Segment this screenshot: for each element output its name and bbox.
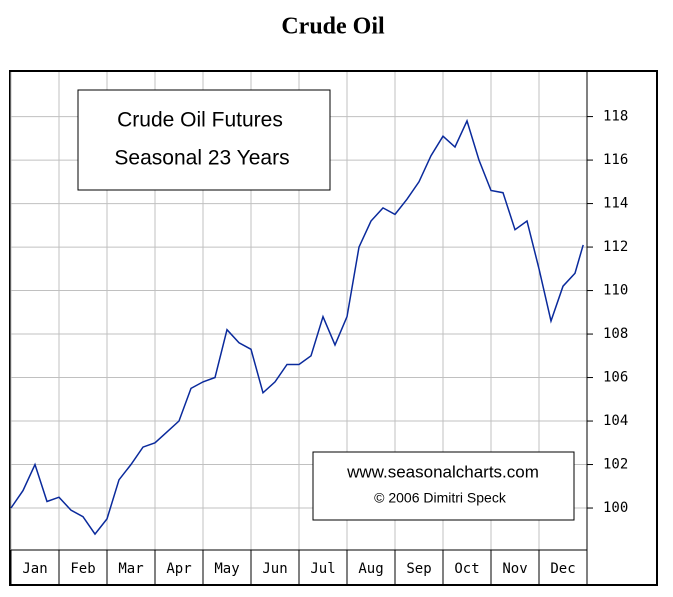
x-tick-label: Nov <box>502 561 527 577</box>
annotation: © 2006 Dimitri Speck <box>374 490 507 506</box>
y-tick-label: 118 <box>603 109 628 125</box>
chart-title: Crude Oil <box>281 14 385 40</box>
x-tick-label: Feb <box>70 561 95 577</box>
y-tick-label: 110 <box>603 283 628 299</box>
annotation-box <box>77 89 331 191</box>
y-tick-label: 102 <box>603 457 628 473</box>
x-tick-label: Sep <box>406 561 431 577</box>
y-tick-label: 104 <box>603 413 628 429</box>
y-tick-label: 112 <box>603 239 628 255</box>
y-tick-label: 108 <box>603 326 628 342</box>
x-tick-label: Jul <box>310 561 335 577</box>
x-tick-label: Apr <box>166 561 191 577</box>
credit-box <box>312 451 575 521</box>
y-tick-label: 106 <box>603 370 628 386</box>
y-tick-label: 116 <box>603 152 628 168</box>
x-tick-label: Jun <box>262 561 287 577</box>
x-tick-label: Dec <box>550 561 575 577</box>
x-tick-label: Mar <box>118 561 143 577</box>
x-tick-label: Aug <box>358 561 383 577</box>
x-tick-label: Oct <box>454 561 479 577</box>
y-tick-label: 114 <box>603 196 628 212</box>
annotation: www.seasonalcharts.com <box>346 462 539 481</box>
x-tick-label: May <box>214 561 239 577</box>
annotation: Seasonal 23 Years <box>114 147 289 170</box>
y-tick-label: 100 <box>603 500 628 516</box>
line <box>10 118 584 536</box>
x-tick-label: Jan <box>22 561 47 577</box>
annotation: Crude Oil Futures <box>117 109 283 132</box>
